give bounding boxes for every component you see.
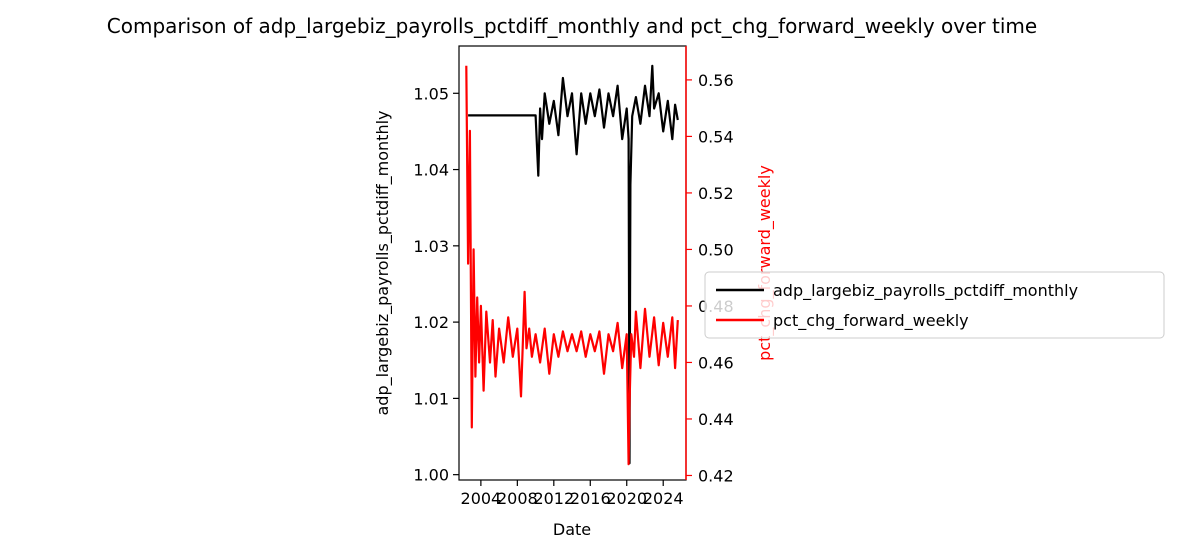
y-right-tick-label: 0.46 — [698, 353, 734, 372]
x-tick-label: 2008 — [497, 489, 538, 508]
legend: adp_largebiz_payrolls_pctdiff_monthly pc… — [704, 271, 1165, 339]
x-axis-label: Date — [553, 520, 591, 539]
y-right-tick-label: 0.50 — [698, 240, 734, 259]
y-left-tick-label: 1.00 — [413, 466, 449, 485]
x-tick-label: 2004 — [461, 489, 502, 508]
y-left-axis-label: adp_largebiz_payrolls_pctdiff_monthly — [373, 110, 393, 415]
y-right-tick-label: 0.42 — [698, 466, 734, 485]
x-tick-label: 2024 — [643, 489, 684, 508]
y-left-tick-label: 1.05 — [413, 84, 449, 103]
series-line-1 — [465, 65, 679, 466]
y-left-tick-label: 1.04 — [413, 161, 449, 180]
y-left-tick-label: 1.02 — [413, 313, 449, 332]
y-right-tick-label: 0.56 — [698, 71, 734, 90]
series-line-0 — [468, 64, 679, 465]
x-tick-label: 2016 — [570, 489, 611, 508]
y-left-tick-label: 1.01 — [413, 389, 449, 408]
y-left-tick-label: 1.03 — [413, 237, 449, 256]
y-left-axis-ticks: 1.00 1.01 1.02 1.03 1.04 1.05 — [413, 84, 459, 485]
x-tick-label: 2012 — [533, 489, 574, 508]
y-right-tick-label: 0.44 — [698, 410, 734, 429]
y-right-tick-label: 0.54 — [698, 127, 734, 146]
chart-title: Comparison of adp_largebiz_payrolls_pctd… — [107, 14, 1037, 38]
legend-label-adp: adp_largebiz_payrolls_pctdiff_monthly — [773, 281, 1078, 301]
y-right-axis-ticks: 0.420.440.460.480.500.520.540.56 — [685, 46, 734, 485]
series-layer — [465, 64, 679, 466]
legend-frame — [704, 271, 1165, 339]
plot-area — [458, 45, 687, 481]
x-tick-label: 2020 — [606, 489, 647, 508]
legend-label-pct-chg: pct_chg_forward_weekly — [773, 311, 969, 331]
y-right-tick-label: 0.52 — [698, 184, 734, 203]
